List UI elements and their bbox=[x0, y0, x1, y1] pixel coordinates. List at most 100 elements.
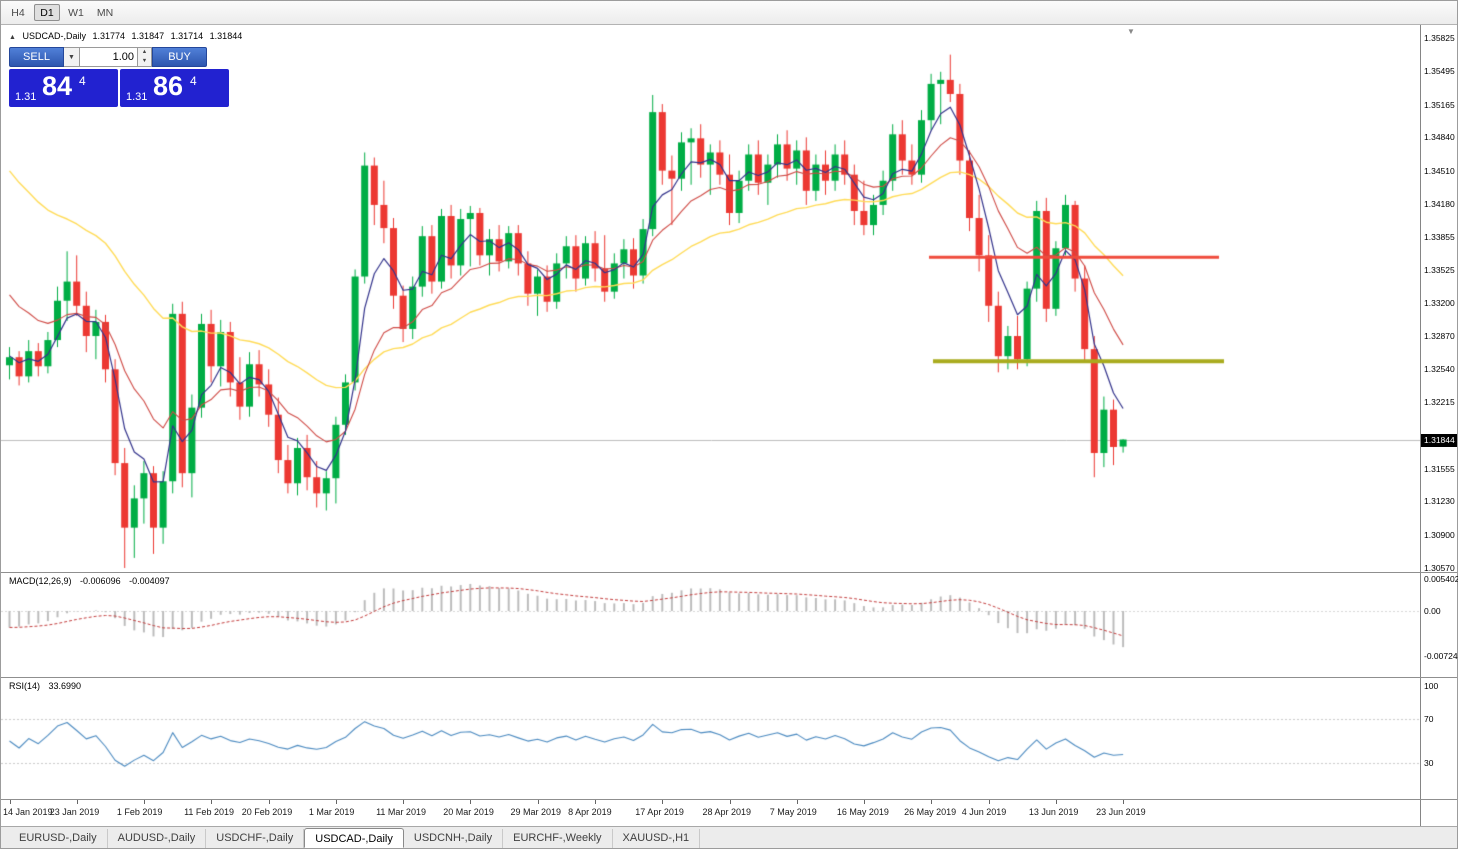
price-scale-label: 1.31230 bbox=[1424, 496, 1455, 507]
date-tick bbox=[537, 800, 539, 804]
macd-scale[interactable]: 0.005402 0.00 -0.007242 bbox=[1420, 573, 1458, 677]
ohlc-low: 1.31714 bbox=[170, 31, 204, 41]
buy-button[interactable]: BUY bbox=[152, 47, 207, 67]
time-axis[interactable]: 14 Jan 2019 23 Jan 2019 1 Feb 2019 11 Feb 2… bbox=[1, 800, 1457, 828]
date-label: 14 Jan 2019 bbox=[3, 807, 53, 817]
rsi-scale[interactable]: 100 70 30 bbox=[1420, 678, 1457, 799]
price-scale-label: 1.34510 bbox=[1424, 165, 1455, 176]
date-label: 23 Jun 2019 bbox=[1096, 807, 1146, 817]
timeframe-toolbar: H4 D1 W1 MN bbox=[1, 1, 1457, 25]
price-scale[interactable]: 1.35825 1.35495 1.35165 1.34840 1.34510 1.341… bbox=[1420, 25, 1457, 573]
price-scale-label: 1.33855 bbox=[1424, 231, 1455, 242]
date-tick bbox=[403, 800, 405, 804]
volume-spinner[interactable]: ▲ ▼ bbox=[138, 47, 152, 67]
date-tick bbox=[662, 800, 664, 804]
rsi-label: RSI(14) 33.6990 bbox=[9, 681, 87, 691]
current-price-badge: 1.31844 bbox=[1421, 433, 1457, 447]
volume-input[interactable] bbox=[80, 47, 138, 67]
bid-big-digits: 84 bbox=[42, 71, 73, 101]
price-scale-label: 1.34840 bbox=[1424, 132, 1455, 143]
date-tick bbox=[211, 800, 213, 804]
price-scale-label: 1.34180 bbox=[1424, 198, 1455, 209]
chart-tab-audusd-daily[interactable]: AUDUSD-,Daily bbox=[108, 829, 207, 848]
main-chart-canvas[interactable] bbox=[1, 25, 1422, 572]
trade-prices-row: 1.31 84 4 1.31 86 4 bbox=[9, 69, 229, 107]
date-label: 13 Jun 2019 bbox=[1028, 807, 1079, 817]
timeframe-buttons: H4 D1 W1 MN bbox=[5, 4, 121, 21]
date-tick bbox=[988, 800, 990, 804]
chart-tab-usdcad-daily[interactable]: USDCAD-,Daily bbox=[304, 828, 404, 848]
chart-shift-marker-icon[interactable]: ▼ bbox=[1127, 27, 1135, 36]
price-scale-label: 1.32870 bbox=[1424, 331, 1455, 342]
chart-tab-xauusd-h1[interactable]: XAUUSD-,H1 bbox=[613, 829, 701, 848]
date-tick bbox=[268, 800, 270, 804]
date-tick bbox=[863, 800, 865, 804]
volume-dropdown-icon[interactable]: ▼ bbox=[64, 47, 80, 67]
macd-canvas[interactable] bbox=[1, 573, 1422, 677]
price-scale-label: 1.35165 bbox=[1424, 99, 1455, 110]
buy-price-display[interactable]: 1.31 86 4 bbox=[120, 69, 229, 107]
date-label: 17 Apr 2019 bbox=[635, 807, 684, 817]
price-scale-label: 1.30570 bbox=[1424, 563, 1455, 573]
price-scale-label: 1.35495 bbox=[1424, 66, 1455, 77]
date-tick bbox=[470, 800, 472, 804]
one-click-trading-panel: SELL ▼ ▲ ▼ BUY 1.31 84 4 bbox=[9, 47, 229, 107]
chart-tab-eurusd-daily[interactable]: EURUSD-,Daily bbox=[9, 829, 108, 848]
ohlc-close: 1.31844 bbox=[209, 31, 243, 41]
sell-price-display[interactable]: 1.31 84 4 bbox=[9, 69, 118, 107]
ask-prefix: 1.31 bbox=[126, 91, 148, 103]
price-scale-label: 1.32540 bbox=[1424, 364, 1455, 375]
price-scale-label: 1.30900 bbox=[1424, 529, 1455, 540]
chart-tab-usdcnh-daily[interactable]: USDCNH-,Daily bbox=[404, 829, 504, 848]
timeframe-button-w1[interactable]: W1 bbox=[68, 7, 84, 19]
timeframe-button-h4[interactable]: H4 bbox=[11, 7, 25, 19]
date-label: 1 Feb 2019 bbox=[116, 807, 163, 817]
bid-prefix: 1.31 bbox=[15, 91, 37, 103]
date-label: 11 Mar 2019 bbox=[376, 807, 426, 817]
rsi-name: RSI(14) bbox=[9, 681, 41, 691]
chart-tab-eurchf-weekly[interactable]: EURCHF-,Weekly bbox=[503, 829, 613, 848]
trade-controls-row: SELL ▼ ▲ ▼ BUY bbox=[9, 47, 229, 67]
date-tick bbox=[1123, 800, 1125, 804]
rsi-scale-label: 100 bbox=[1424, 681, 1439, 691]
price-scale-label: 1.35825 bbox=[1424, 33, 1455, 43]
rsi-panel: RSI(14) 33.6990 100 70 30 bbox=[1, 678, 1457, 800]
date-label: 29 Mar 2019 bbox=[510, 807, 562, 817]
date-tick bbox=[335, 800, 337, 804]
date-tick bbox=[143, 800, 145, 804]
macd-panel: MACD(12,26,9) -0.006096 -0.004097 0.0054… bbox=[1, 573, 1458, 678]
chart-tab-bar: EURUSD-,Daily AUDUSD-,Daily USDCHF-,Daily U… bbox=[1, 826, 1457, 848]
timeframe-button-mn[interactable]: MN bbox=[96, 7, 114, 19]
timeframe-button-d1[interactable]: D1 bbox=[34, 4, 60, 21]
time-axis-corner bbox=[1420, 800, 1457, 828]
date-label: 11 Feb 2019 bbox=[184, 807, 234, 817]
date-tick bbox=[76, 800, 78, 804]
date-tick bbox=[1055, 800, 1057, 804]
volume-down-icon[interactable]: ▼ bbox=[138, 57, 151, 66]
rsi-canvas[interactable] bbox=[1, 678, 1422, 799]
volume-up-icon[interactable]: ▲ bbox=[138, 48, 151, 57]
date-label: 28 Apr 2019 bbox=[702, 807, 752, 817]
date-label: 4 Jun 2019 bbox=[961, 807, 1007, 817]
date-tick bbox=[931, 800, 933, 804]
date-label: 20 Mar 2019 bbox=[443, 807, 494, 817]
one-click-collapse-icon[interactable]: ▲ bbox=[9, 34, 16, 41]
macd-scale-label: 0.00 bbox=[1424, 606, 1441, 616]
price-scale-label: 1.31555 bbox=[1424, 463, 1455, 474]
chart-workspace: ▲ USDCAD-,Daily 1.31774 1.31847 1.31714 … bbox=[1, 25, 1458, 828]
date-label: 1 Mar 2019 bbox=[308, 807, 355, 817]
date-tick bbox=[796, 800, 798, 804]
price-scale-label: 1.32215 bbox=[1424, 397, 1455, 408]
ask-big-digits: 86 bbox=[153, 71, 184, 101]
sell-button[interactable]: SELL bbox=[9, 47, 64, 67]
ohlc-open: 1.31774 bbox=[92, 31, 126, 41]
date-label: 26 May 2019 bbox=[904, 807, 957, 817]
rsi-scale-label: 30 bbox=[1424, 758, 1434, 768]
macd-value: -0.006096 bbox=[80, 576, 121, 586]
date-label: 23 Jan 2019 bbox=[49, 807, 100, 817]
date-label: 20 Feb 2019 bbox=[241, 807, 293, 817]
ask-pipette: 4 bbox=[190, 74, 197, 88]
ohlc-high: 1.31847 bbox=[131, 31, 165, 41]
chart-tab-usdchf-daily[interactable]: USDCHF-,Daily bbox=[206, 829, 305, 848]
